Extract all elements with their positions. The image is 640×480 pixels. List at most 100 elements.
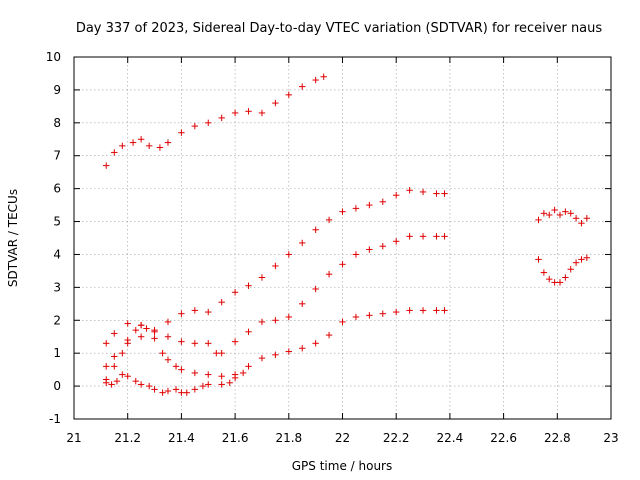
y-tick-labels: -1 0 1 2 3 4 5 6 7 8 9 10: [46, 50, 61, 426]
data-point: [419, 233, 427, 240]
data-point: [199, 382, 207, 390]
y-axis-label: SDTVAR / TECUs: [6, 189, 20, 287]
data-point: [272, 351, 279, 359]
data-point: [540, 269, 548, 276]
data-point: [178, 389, 185, 396]
data-point: [164, 356, 172, 363]
data-point: [191, 369, 199, 377]
data-point: [145, 142, 153, 150]
data-point: [567, 210, 574, 217]
data-point: [312, 226, 319, 233]
data-point: [285, 251, 292, 258]
data-point: [299, 345, 306, 352]
data-point: [352, 251, 360, 258]
data-point: [103, 340, 110, 347]
y-tick-label: 4: [53, 247, 61, 261]
data-point: [419, 307, 427, 314]
data-point: [218, 298, 225, 306]
data-point: [218, 381, 225, 388]
data-point: [272, 262, 279, 270]
data-point: [132, 377, 139, 385]
data-point: [299, 300, 306, 308]
data-point: [299, 239, 306, 247]
data-point: [352, 313, 360, 321]
data-point: [205, 119, 212, 127]
data-point: [441, 307, 448, 314]
y-tick-label: 8: [53, 116, 61, 130]
data-point: [213, 349, 220, 357]
data-point: [164, 318, 172, 326]
x-tick-labels: 21 21.2 21.4 21.6 21.8 22 22.2 22.4 22.6 22.8 23: [66, 431, 618, 445]
data-point: [441, 190, 448, 197]
data-point: [164, 139, 172, 146]
data-point: [556, 211, 564, 219]
chart-title: Day 337 of 2023, Sidereal Day-to-day VTE…: [76, 21, 603, 36]
data-point: [572, 215, 580, 222]
data-point: [379, 243, 386, 250]
data-point: [546, 211, 553, 219]
data-point: [379, 310, 386, 317]
data-point: [258, 274, 266, 281]
data-point: [239, 369, 247, 377]
data-point: [113, 377, 121, 385]
axis-ticks: [73, 56, 612, 420]
data-point: [124, 373, 131, 380]
series-track-4: [103, 307, 448, 383]
data-point: [393, 238, 400, 245]
data-point: [205, 340, 212, 347]
y-tick-label: 5: [53, 215, 61, 229]
y-tick-label: -1: [49, 412, 61, 426]
data-point: [164, 387, 172, 395]
data-point: [178, 129, 185, 136]
series-track-1: [103, 73, 327, 169]
data-point: [172, 363, 180, 370]
data-point: [245, 282, 252, 289]
y-tick-label: 7: [53, 149, 61, 163]
data-point: [178, 310, 185, 317]
data-point: [124, 336, 131, 344]
data-point: [556, 279, 564, 286]
data-point: [312, 76, 319, 84]
y-tick-label: 10: [46, 50, 61, 64]
data-point: [393, 192, 400, 199]
y-tick-label: 6: [53, 182, 61, 196]
x-tick-label: 21.2: [114, 431, 141, 445]
data-point: [178, 338, 185, 345]
data-point: [218, 114, 225, 122]
data-point: [178, 366, 185, 373]
x-axis-label: GPS time / hours: [292, 459, 393, 473]
data-point: [258, 354, 266, 362]
data-point: [546, 275, 553, 283]
data-point: [137, 333, 145, 340]
data-point: [320, 73, 327, 80]
data-point: [124, 320, 131, 327]
data-point: [164, 333, 172, 340]
data-point: [137, 136, 145, 143]
data-point: [103, 379, 110, 386]
data-point: [151, 386, 158, 393]
data-point: [366, 201, 373, 209]
data-point: [205, 308, 212, 316]
data-point: [379, 198, 386, 205]
data-point: [406, 187, 413, 194]
y-tick-label: 9: [53, 83, 61, 97]
data-point: [441, 233, 448, 240]
data-point: [159, 349, 166, 357]
data-point: [578, 219, 585, 227]
data-point: [218, 349, 225, 357]
data-point: [393, 308, 400, 316]
data-point: [205, 381, 212, 388]
data-point: [143, 325, 150, 332]
series-track-7: [535, 254, 591, 286]
data-point: [299, 83, 306, 90]
data-point: [145, 382, 153, 390]
data-point: [583, 215, 591, 222]
data-point: [205, 371, 212, 378]
data-point: [551, 206, 558, 214]
data-point: [218, 373, 225, 380]
data-point: [231, 289, 239, 296]
data-point: [339, 318, 346, 326]
y-tick-label: 0: [53, 379, 61, 393]
data-point: [272, 317, 279, 324]
data-point: [312, 285, 319, 293]
